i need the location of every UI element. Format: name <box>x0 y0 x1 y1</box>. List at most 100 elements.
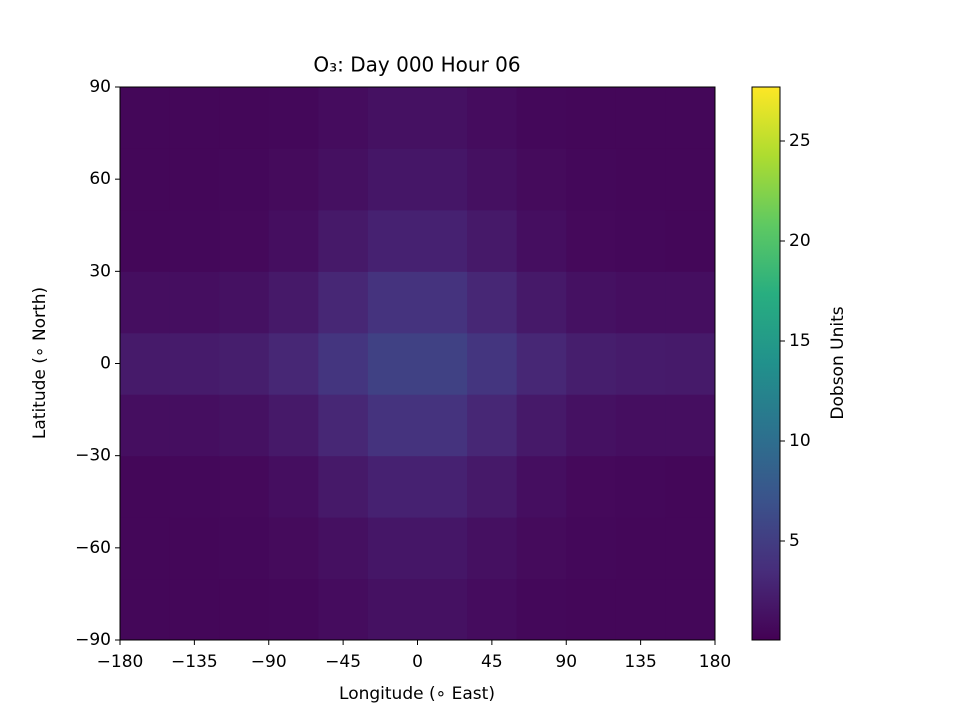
heat-cell <box>268 517 319 580</box>
heat-cell <box>219 209 270 272</box>
heat-cell <box>219 455 270 518</box>
heat-cell <box>219 271 270 334</box>
heat-cell <box>566 394 617 457</box>
heat-cell <box>367 271 418 334</box>
y-tick-label: 30 <box>89 261 111 281</box>
heat-cell <box>467 148 518 211</box>
heat-cell <box>367 455 418 518</box>
heat-cell <box>169 209 220 272</box>
heat-cell <box>665 271 716 334</box>
y-axis-label: Latitude (∘ North) <box>30 287 50 439</box>
heat-cell <box>169 332 220 395</box>
heat-cell <box>417 517 468 580</box>
heat-cell <box>268 578 319 641</box>
heat-cell <box>516 87 567 149</box>
heat-cell <box>615 271 666 334</box>
heat-cell <box>169 578 220 641</box>
y-tick-label: −60 <box>75 538 111 558</box>
heat-cell <box>467 517 518 580</box>
heat-cell <box>665 148 716 211</box>
heat-cell <box>318 578 369 641</box>
heat-cell <box>615 209 666 272</box>
heat-cell <box>516 455 567 518</box>
heat-cell <box>417 332 468 395</box>
heat-cell <box>219 578 270 641</box>
heat-cell <box>318 455 369 518</box>
heat-cell <box>120 271 171 334</box>
heat-cell <box>219 148 270 211</box>
colorbar-tick-label: 5 <box>789 531 800 551</box>
heat-cell <box>120 87 171 149</box>
y-tick-label: −90 <box>75 630 111 650</box>
heat-cell <box>169 394 220 457</box>
heat-cell <box>367 332 418 395</box>
x-tick-label: −135 <box>171 652 218 672</box>
heat-cell <box>566 455 617 518</box>
heat-cell <box>120 209 171 272</box>
heat-cell <box>665 578 716 641</box>
heat-cell <box>318 271 369 334</box>
heat-cell <box>417 271 468 334</box>
heat-cell <box>169 517 220 580</box>
heat-cell <box>615 87 666 149</box>
x-tick-label: −90 <box>251 652 287 672</box>
heat-cell <box>219 87 270 149</box>
heat-cell <box>318 87 369 149</box>
heat-cell <box>367 394 418 457</box>
heat-cell <box>367 148 418 211</box>
heat-cell <box>467 578 518 641</box>
heat-cell <box>417 209 468 272</box>
heat-cell <box>566 209 617 272</box>
heat-cell <box>516 578 567 641</box>
heat-cell <box>665 209 716 272</box>
heat-cell <box>219 517 270 580</box>
colorbar-tick-label: 20 <box>789 231 811 251</box>
heat-cell <box>268 148 319 211</box>
colorbar-tick-label: 10 <box>789 431 811 451</box>
heat-cell <box>120 332 171 395</box>
heat-cell <box>615 455 666 518</box>
heat-cell <box>615 578 666 641</box>
heat-cell <box>615 394 666 457</box>
heat-cell <box>219 394 270 457</box>
heat-cell <box>516 517 567 580</box>
x-tick-label: 45 <box>481 652 503 672</box>
heat-cell <box>268 455 319 518</box>
heat-cell <box>318 209 369 272</box>
heat-cell <box>169 455 220 518</box>
heat-cell <box>467 332 518 395</box>
heat-cell <box>566 87 617 149</box>
heat-cell <box>120 517 171 580</box>
heat-cell <box>268 394 319 457</box>
x-tick-label: −45 <box>325 652 361 672</box>
heat-cell <box>268 332 319 395</box>
heat-cell <box>120 148 171 211</box>
heat-cell <box>665 517 716 580</box>
heat-cell <box>467 455 518 518</box>
heat-cell <box>268 209 319 272</box>
heat-cell <box>318 332 369 395</box>
heat-cell <box>566 271 617 334</box>
heat-cell <box>566 148 617 211</box>
heat-cell <box>417 394 468 457</box>
heat-cell <box>169 271 220 334</box>
heat-cell <box>268 87 319 149</box>
heat-cell <box>417 455 468 518</box>
x-tick-label: −180 <box>97 652 144 672</box>
heat-cell <box>367 517 418 580</box>
heat-cell <box>169 87 220 149</box>
heat-cell <box>467 87 518 149</box>
y-tick-label: 60 <box>89 169 111 189</box>
heat-cell <box>120 455 171 518</box>
x-tick-label: 135 <box>624 652 656 672</box>
y-tick-label: −30 <box>75 446 111 466</box>
x-tick-label: 180 <box>699 652 731 672</box>
y-tick-label: 90 <box>89 77 111 97</box>
heat-cell <box>467 209 518 272</box>
heat-cell <box>318 394 369 457</box>
heat-cell <box>665 332 716 395</box>
heat-cell <box>417 578 468 641</box>
heat-cell <box>367 578 418 641</box>
chart-title: O₃: Day 000 Hour 06 <box>313 53 520 77</box>
